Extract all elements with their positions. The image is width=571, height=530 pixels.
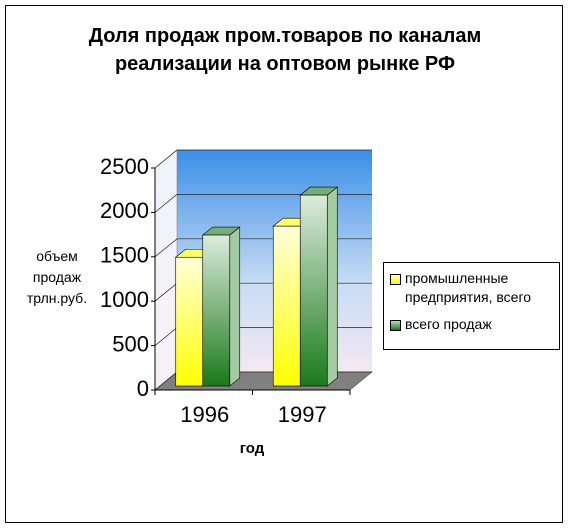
chart-title: Доля продаж пром.товаров по каналам реал… <box>88 25 482 75</box>
bar <box>202 234 231 387</box>
x-tick-label: 1996 <box>180 402 229 427</box>
y-axis-label: объем продаж трлн.руб. <box>26 248 88 306</box>
y-tick-label: 2500 <box>100 154 149 179</box>
bar-side <box>229 226 241 387</box>
x-axis-label: год <box>239 440 265 457</box>
side-wall <box>154 149 178 391</box>
legend-item: всего продаж <box>390 315 555 334</box>
bar-side <box>326 186 338 387</box>
legend-item: промышленные предприятия, всего <box>390 269 555 307</box>
bar <box>175 256 204 387</box>
grid-line <box>154 149 372 169</box>
y-tick-label: 0 <box>137 376 149 401</box>
bar <box>272 225 301 387</box>
legend-swatch <box>390 320 401 331</box>
y-tick-label: 500 <box>112 331 149 356</box>
legend-label: всего продаж <box>405 316 492 332</box>
legend-swatch <box>390 274 401 285</box>
y-tick-label: 1500 <box>100 243 149 268</box>
y-tick-label: 1000 <box>100 287 149 312</box>
x-tick-label: 1997 <box>278 402 327 427</box>
bar <box>299 194 328 387</box>
y-tick-label: 2000 <box>100 198 149 223</box>
legend-label: промышленные предприятия, всего <box>405 270 532 305</box>
legend: промышленные предприятия, всего всего про… <box>383 262 560 350</box>
chart-frame <box>5 5 563 523</box>
